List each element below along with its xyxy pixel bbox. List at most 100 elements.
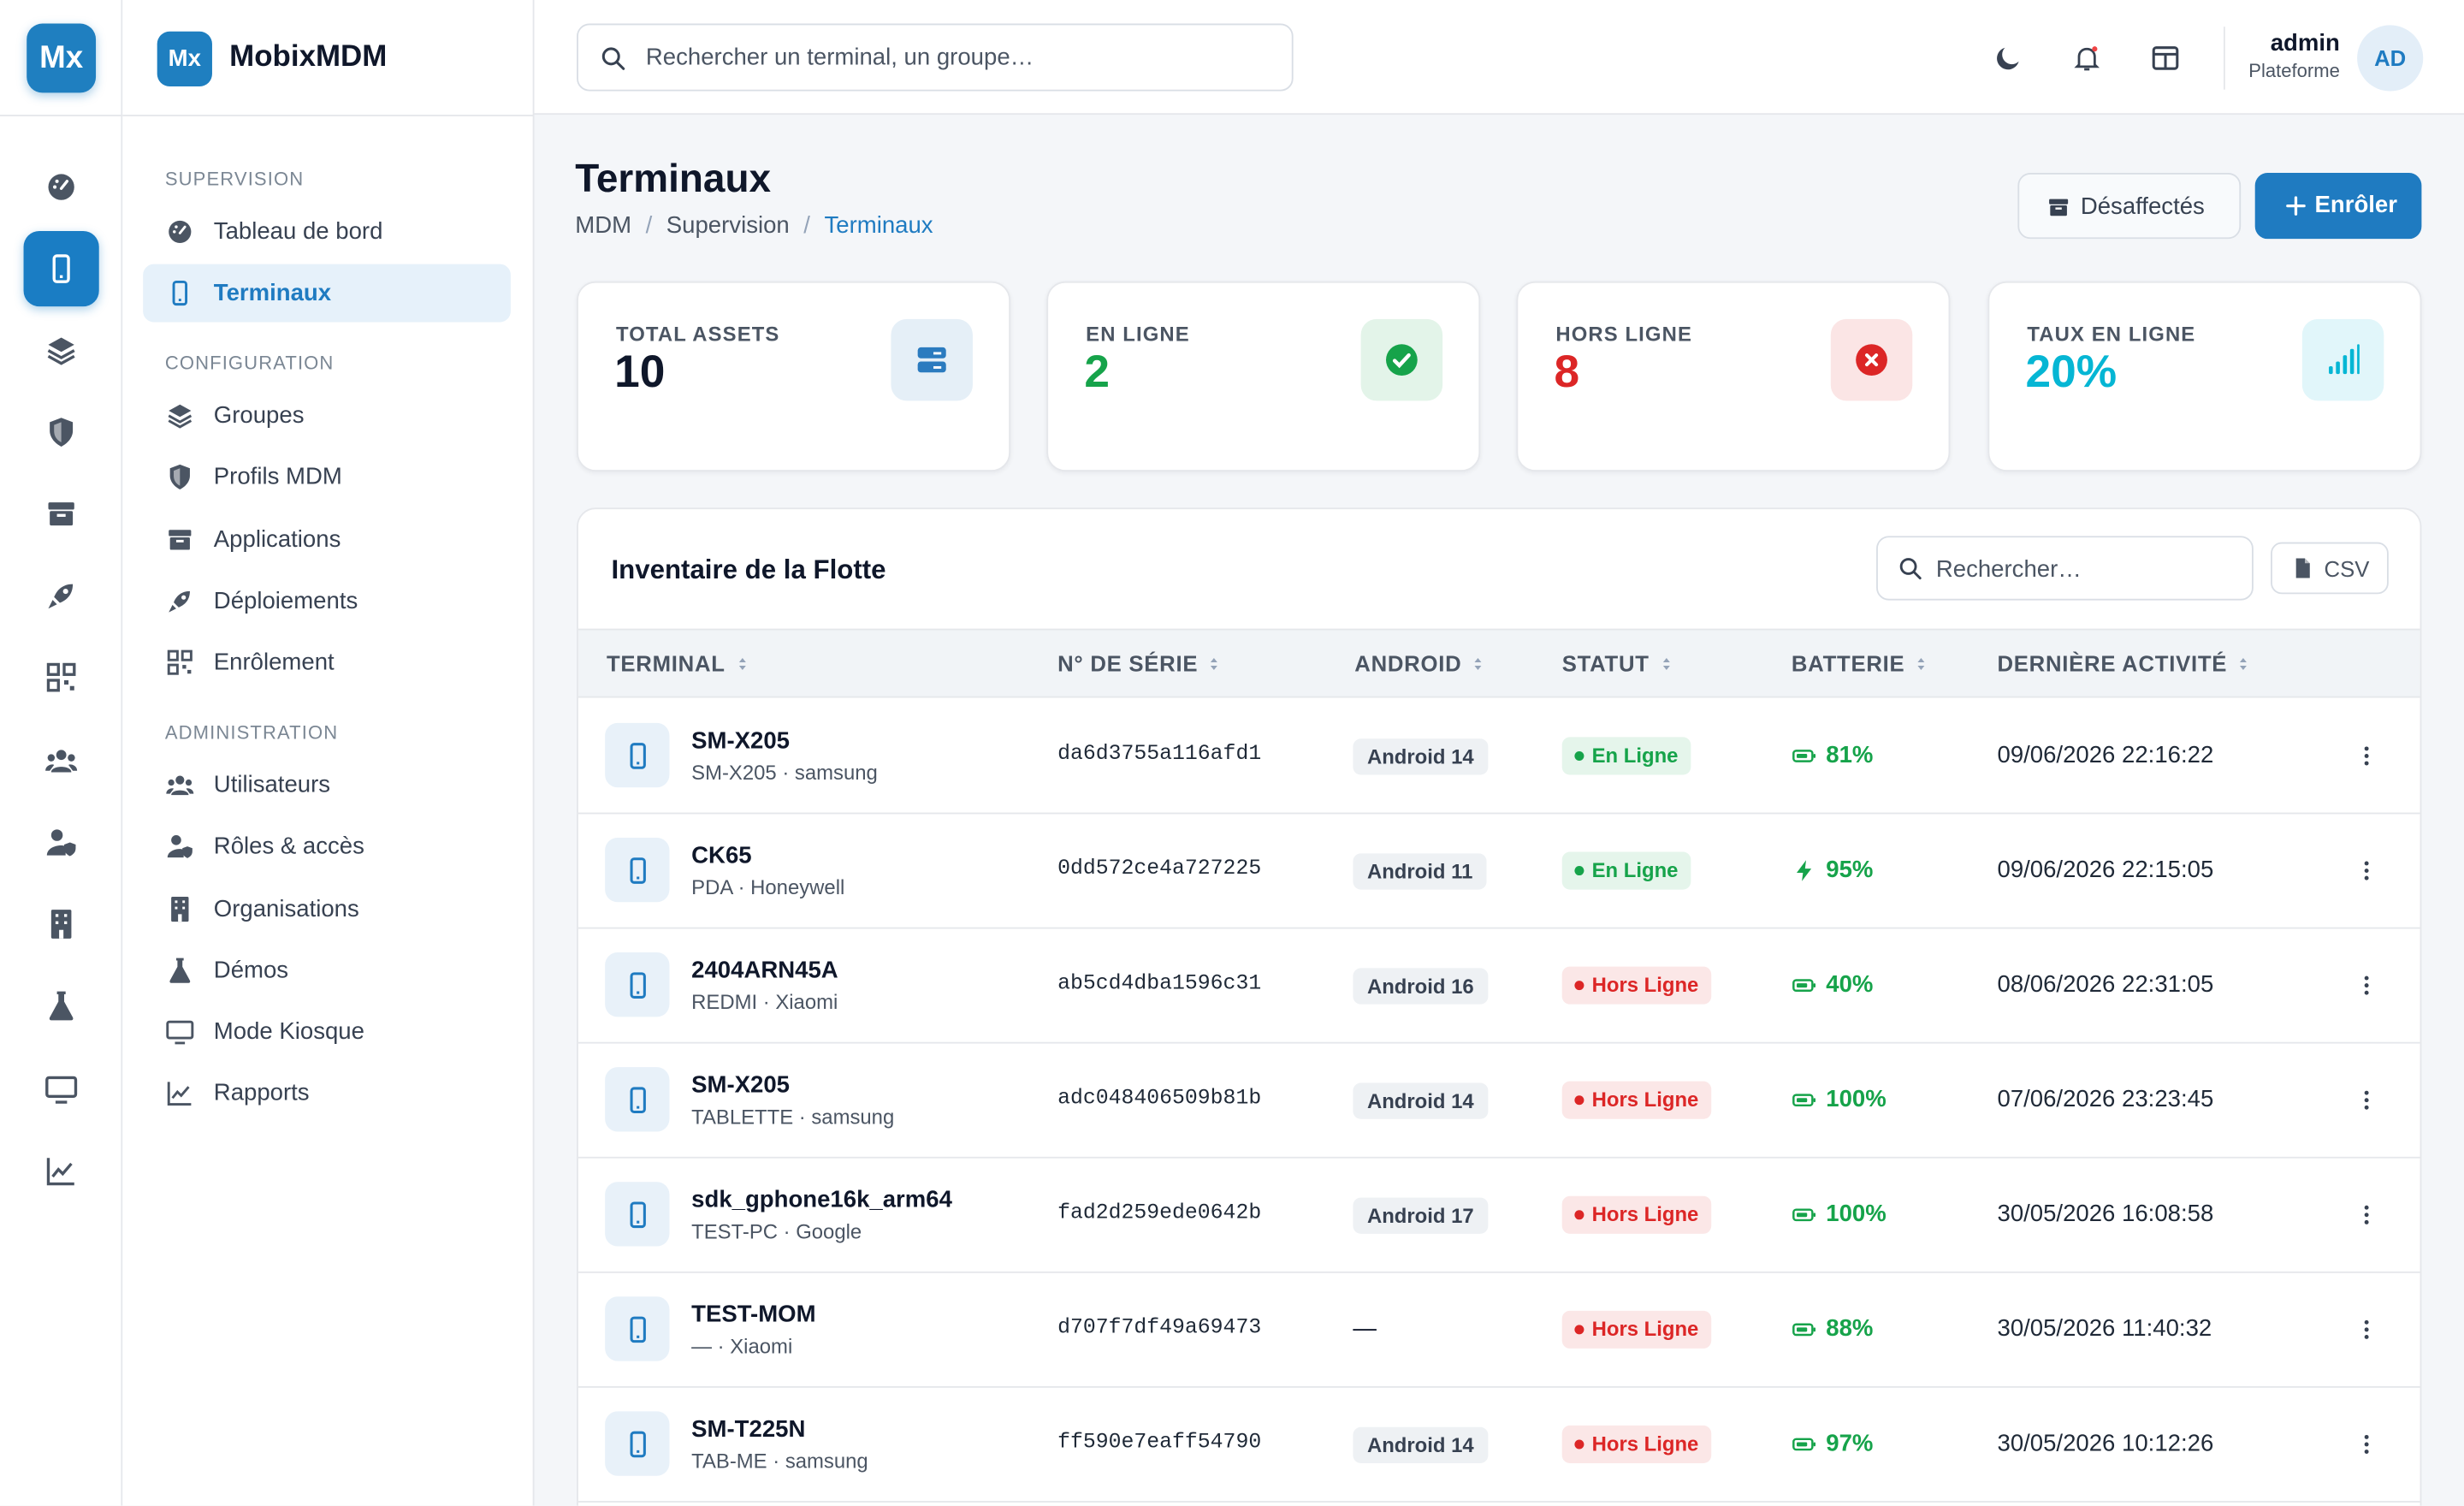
column-header[interactable]: TERMINAL (606, 650, 752, 676)
icon (621, 739, 653, 771)
table-row[interactable]: SM-T225N TAB-ME · samsung ff590e7eaff54790… (578, 1388, 2420, 1503)
rail-button[interactable] (23, 231, 99, 307)
button-enroll[interactable]: Enrôler (2254, 173, 2422, 240)
nav-item[interactable]: Rapports (143, 1064, 511, 1122)
icon-part (171, 897, 189, 922)
nav-item[interactable]: Applications (143, 511, 511, 569)
serial: 0dd572ce4a727225 (1057, 857, 1262, 882)
table-row[interactable]: SM-X205 SM-X205 · samsung da6d3755a116afd1… (578, 699, 2420, 815)
column-header[interactable]: DERNIÈRE ACTIVITÉ (1997, 650, 2254, 676)
search-placeholder: Rechercher… (1935, 556, 2082, 584)
breadcrumb-item[interactable]: Supervision (631, 212, 790, 240)
icon-svg (2329, 344, 2360, 375)
icon (1205, 653, 1225, 673)
rail-button[interactable] (24, 640, 99, 715)
button-label: Désaffectés (2080, 193, 2205, 221)
rail-button[interactable] (24, 804, 99, 880)
icon-part (2329, 365, 2333, 375)
sidebar (122, 0, 535, 1506)
icon-part (1386, 344, 1418, 376)
nav-label: Déploiements (213, 587, 358, 615)
rail-button[interactable] (24, 1052, 99, 1127)
row-menu[interactable] (2351, 969, 2383, 1001)
global-search[interactable]: Rechercher un terminal, un groupe… (577, 23, 1294, 92)
rail-button[interactable] (24, 394, 99, 470)
nav-item[interactable]: Démos (143, 941, 511, 999)
toolbar-button[interactable] (2062, 33, 2112, 84)
icon-part (181, 595, 187, 600)
rail-button[interactable] (24, 149, 99, 224)
table-row[interactable]: sdk_gphone16k_arm64 TEST-PC · Google fad2d… (578, 1159, 2420, 1273)
nav-item[interactable]: Terminaux (143, 264, 511, 323)
column-header[interactable]: N° DE SÉRIE (1057, 650, 1225, 676)
icon-part (55, 921, 59, 925)
rail-button[interactable] (24, 477, 99, 552)
last-activity: 30/05/2026 10:12:26 (1997, 1430, 2214, 1457)
column-header[interactable]: STATUT (1562, 650, 1676, 676)
nav-item[interactable]: Utilisateurs (143, 756, 511, 814)
icon-svg (2364, 746, 2369, 766)
column-label: DERNIÈRE ACTIVITÉ (1997, 650, 2228, 676)
nav-item[interactable]: Enrôlement (143, 633, 511, 691)
button-csv[interactable]: CSV (2271, 542, 2389, 595)
icon-svg (629, 971, 645, 999)
row-menu[interactable] (2351, 740, 2383, 772)
nav-item[interactable]: Rôles & accès (143, 817, 511, 875)
table-row[interactable]: CK65 PDA · Honeywell 0dd572ce4a727225 Andro… (578, 814, 2420, 929)
icon-part (69, 685, 74, 691)
serial: da6d3755a116afd1 (1057, 743, 1262, 768)
nav-item[interactable]: Déploiements (143, 572, 511, 631)
table-search[interactable]: Rechercher… (1876, 536, 2254, 601)
icon-svg (47, 337, 75, 365)
rail-button[interactable] (24, 886, 99, 962)
icon-part (2364, 1450, 2369, 1454)
icon-part (2364, 1442, 2369, 1447)
icon (44, 333, 78, 367)
icon (1792, 1202, 1816, 1227)
icon-part (174, 590, 190, 608)
rail-button[interactable] (24, 1133, 99, 1208)
row-menu[interactable] (2351, 1084, 2383, 1116)
icon-part (169, 404, 192, 418)
nav-label: Organisations (213, 895, 359, 923)
icon-part (2364, 1434, 2369, 1439)
row-menu[interactable] (2351, 855, 2383, 886)
icon-part (629, 1201, 645, 1228)
rail-button[interactable] (24, 558, 99, 633)
android-pill: Android 14 (1353, 1426, 1489, 1464)
table-row[interactable]: SM-X205 TABLETTE · samsung adc048406509b81… (578, 1044, 2420, 1159)
rail-divider (0, 115, 123, 116)
android-version: — (1353, 1315, 1377, 1343)
table-row[interactable]: 2404ARN45A REDMI · Xiaomi ab5cd4dba1596c31… (578, 929, 2420, 1044)
rail-logo[interactable]: Mx (27, 23, 97, 93)
rail-button[interactable] (24, 313, 99, 388)
column-header[interactable]: BATTERIE (1792, 650, 1932, 676)
table-row[interactable]: TEST-MOM — · Xiaomi d707f7df49a69473 — Hors … (578, 1273, 2420, 1388)
toolbar-button[interactable] (2141, 33, 2191, 84)
row-menu[interactable] (2351, 1429, 2383, 1461)
icon-part (1917, 657, 1925, 670)
nav-item[interactable]: Groupes (143, 387, 511, 445)
status-pill: En Ligne (1561, 737, 1691, 775)
nav-item[interactable]: Tableau de bord (143, 203, 511, 261)
nav-item[interactable]: Mode Kiosque (143, 1003, 511, 1061)
user-avatar[interactable]: AD (2357, 25, 2424, 92)
rail-button[interactable] (24, 968, 99, 1043)
button-unassigned[interactable]: Désaffectés (2017, 173, 2242, 240)
icon (165, 770, 195, 800)
toolbar-button[interactable] (1983, 33, 2034, 84)
row-menu[interactable] (2351, 1314, 2383, 1346)
row-menu[interactable] (2351, 1199, 2383, 1230)
rail-button[interactable] (24, 723, 99, 798)
nav-item[interactable]: Profils MDM (143, 448, 511, 506)
breadcrumb-item[interactable]: MDM (575, 211, 632, 240)
icon-part (601, 47, 620, 66)
icon-svg (167, 1082, 192, 1106)
icon-part (174, 468, 181, 486)
breadcrumb: MDMSupervisionTerminaux (575, 212, 933, 240)
column-label: TERMINAL (606, 650, 726, 676)
nav-item[interactable]: Organisations (143, 880, 511, 939)
battery-level: 100% (1826, 1201, 1886, 1228)
device-icon (605, 1411, 670, 1476)
column-header[interactable]: ANDROID (1354, 650, 1488, 676)
